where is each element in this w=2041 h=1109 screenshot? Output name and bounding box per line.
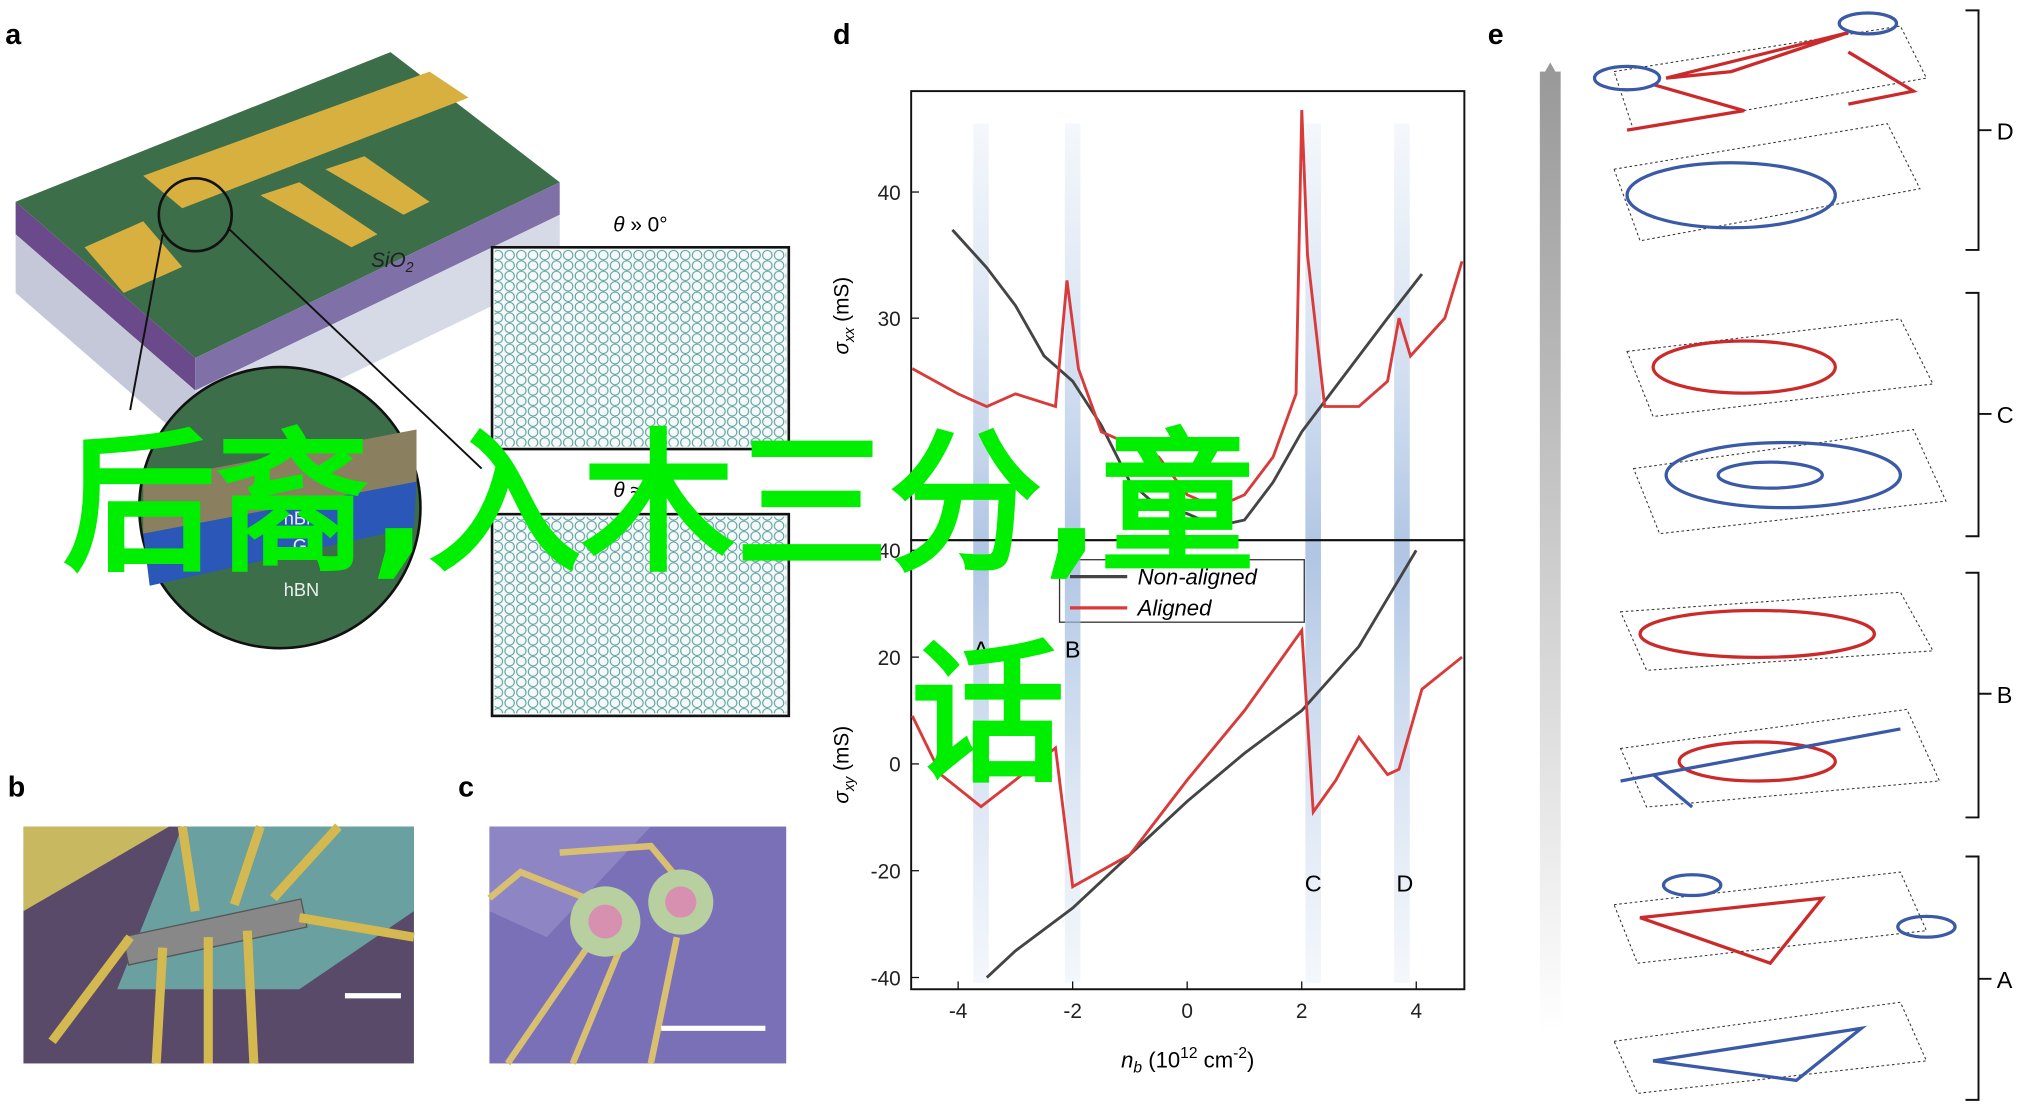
series-line — [985, 549, 1418, 979]
x-axis-label: nb (1012 cm-2) — [1121, 1045, 1254, 1076]
overlay-text: 话 — [911, 626, 1065, 805]
substrate-text: SiO — [371, 249, 406, 272]
y-tick-label: -20 — [871, 861, 901, 884]
x-tick-label: 4 — [1410, 1000, 1422, 1023]
series-line — [911, 626, 1463, 889]
y-tick-label: 40 — [878, 540, 901, 563]
micrograph-c — [487, 826, 787, 1066]
angle: ≈ 0° — [625, 479, 668, 502]
subscript: xx — [842, 327, 858, 343]
lattice-title: θ ≈ 0° — [613, 479, 667, 502]
unit: (mS) — [831, 277, 854, 328]
device-illustration — [15, 52, 560, 650]
subscript: b — [1133, 1060, 1142, 1077]
layer-label: hBN — [284, 509, 319, 529]
legend-box — [1058, 559, 1305, 623]
superscript: -2 — [1233, 1045, 1247, 1062]
theta: θ — [613, 479, 625, 502]
angle: » 0° — [625, 214, 668, 237]
layer-label: hBN — [284, 580, 319, 600]
band-label: D — [1396, 871, 1413, 897]
highlight-band — [1394, 123, 1410, 983]
y-tick-label: 20 — [878, 647, 901, 670]
text: (10 — [1142, 1047, 1180, 1072]
y-axis-label: σxx (mS) — [831, 277, 858, 355]
y-tick-label: 40 — [878, 182, 901, 205]
level-label: A — [1997, 967, 2013, 993]
text: cm — [1198, 1047, 1234, 1072]
layer-label: G — [293, 536, 307, 556]
micrograph-b — [23, 823, 415, 1064]
y-tick-label: 30 — [878, 308, 901, 331]
lattice-pattern — [494, 516, 787, 714]
x-tick-label: -2 — [1063, 1000, 1082, 1023]
level-label: C — [1997, 402, 2014, 428]
x-tick-label: 0 — [1181, 1000, 1193, 1023]
panel-label: e — [1488, 19, 1504, 51]
level-label: B — [1997, 682, 2013, 708]
schematic-e — [1539, 9, 1992, 1101]
legend-label: Non-aligned — [1138, 564, 1258, 589]
symbol: σ — [831, 341, 854, 355]
x-tick-label: 2 — [1296, 1000, 1308, 1023]
unit: (mS) — [831, 726, 854, 777]
theta: θ — [613, 214, 625, 237]
band-label: A — [973, 636, 989, 662]
legend-label: Aligned — [1136, 596, 1212, 621]
lattice-title: θ » 0° — [613, 214, 667, 237]
panel-label: b — [8, 772, 26, 804]
lattice-pattern — [494, 249, 787, 447]
y-tick-label: 0 — [889, 754, 901, 777]
panel-label: a — [5, 19, 22, 51]
symbol: σ — [831, 790, 854, 804]
subscript: xy — [842, 776, 858, 792]
x-tick-label: -4 — [949, 1000, 968, 1023]
y-axis-label: σxy (mS) — [831, 726, 858, 804]
series-line — [911, 109, 1464, 509]
highlight-band — [973, 123, 989, 983]
overlay-text: 后裔,入木三分,童 — [62, 415, 1254, 594]
symbol: n — [1121, 1047, 1133, 1072]
substrate-sub: 2 — [405, 260, 414, 276]
y-tick-label: -40 — [871, 967, 901, 990]
substrate-label: SiO2 — [371, 249, 414, 276]
superscript: 12 — [1180, 1045, 1197, 1062]
highlight-band — [1064, 123, 1081, 983]
text: ) — [1247, 1047, 1254, 1072]
series-line — [951, 228, 1424, 528]
band-label: B — [1065, 636, 1081, 662]
panel-label: c — [458, 772, 474, 804]
level-label: D — [1997, 118, 2014, 144]
band-label: C — [1305, 871, 1322, 897]
panel-label: d — [833, 19, 851, 51]
